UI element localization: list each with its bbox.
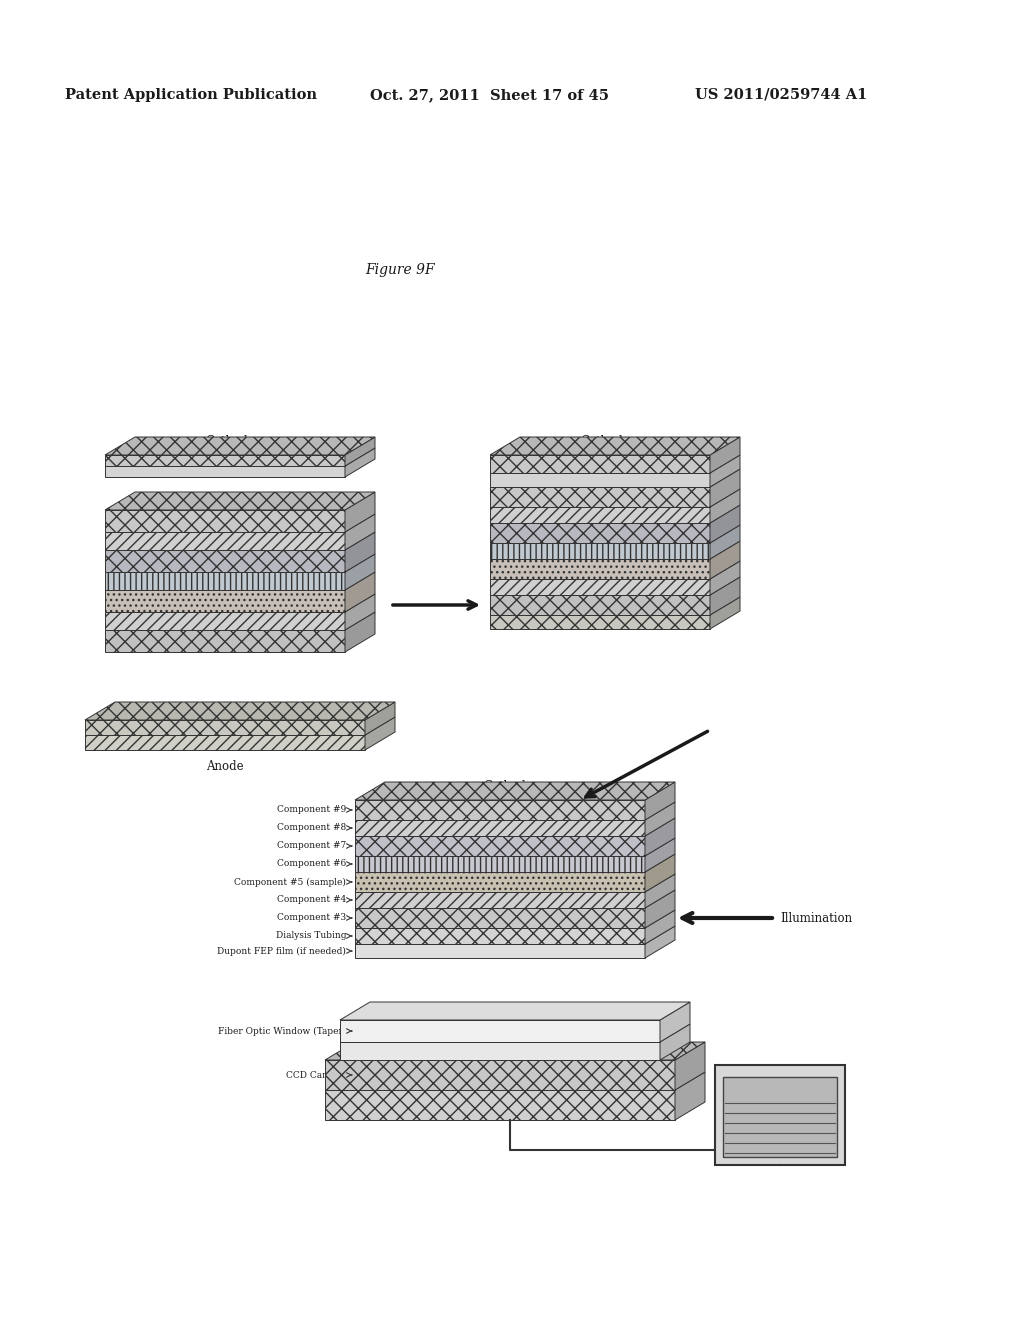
Bar [340, 1020, 660, 1041]
Bar [490, 473, 710, 487]
Polygon shape [660, 1024, 690, 1060]
Polygon shape [85, 702, 395, 719]
Text: Patent Application Publication: Patent Application Publication [65, 88, 317, 102]
Bar [490, 523, 710, 543]
Polygon shape [345, 594, 375, 630]
Polygon shape [345, 572, 375, 612]
Text: Component #7: Component #7 [276, 842, 346, 850]
Polygon shape [710, 541, 740, 579]
Text: Figure 9F: Figure 9F [366, 263, 435, 277]
Polygon shape [710, 469, 740, 507]
Bar [85, 735, 365, 750]
Bar [105, 455, 345, 466]
Text: Illumination: Illumination [780, 912, 852, 924]
Text: Anode: Anode [206, 760, 244, 774]
Polygon shape [710, 597, 740, 630]
Bar [105, 572, 345, 590]
Text: CCD Camera: CCD Camera [286, 1071, 346, 1080]
Polygon shape [105, 437, 375, 455]
Polygon shape [645, 838, 675, 873]
Polygon shape [710, 561, 740, 595]
Polygon shape [645, 854, 675, 892]
Bar [715, 1065, 845, 1166]
Polygon shape [345, 447, 375, 477]
Bar [490, 543, 710, 558]
Polygon shape [365, 717, 395, 750]
Polygon shape [105, 492, 375, 510]
Polygon shape [710, 525, 740, 558]
Polygon shape [710, 455, 740, 487]
Bar [105, 466, 345, 477]
Bar [85, 719, 365, 735]
Text: Component #4: Component #4 [276, 895, 346, 904]
Polygon shape [675, 1072, 705, 1119]
Bar [355, 855, 645, 873]
Bar [105, 612, 345, 630]
Bar [105, 510, 345, 532]
Bar [490, 595, 710, 615]
Text: Component #8: Component #8 [276, 824, 346, 833]
Polygon shape [710, 488, 740, 523]
Polygon shape [490, 437, 740, 455]
Polygon shape [660, 1002, 690, 1041]
Text: Dialysis Tubing: Dialysis Tubing [275, 932, 346, 940]
Bar [355, 820, 645, 836]
Bar [490, 487, 710, 507]
Text: Fiber Optic Window (Taper): Fiber Optic Window (Taper) [218, 1027, 346, 1036]
Polygon shape [645, 909, 675, 944]
Text: Cathode: Cathode [205, 436, 255, 447]
Polygon shape [345, 492, 375, 532]
Polygon shape [645, 927, 675, 958]
Text: Component #5 (sample): Component #5 (sample) [234, 878, 346, 887]
Polygon shape [325, 1041, 705, 1060]
Bar [490, 507, 710, 523]
Bar [105, 590, 345, 612]
Polygon shape [345, 513, 375, 550]
Text: Cathode: Cathode [483, 780, 532, 793]
Bar [355, 892, 645, 908]
Polygon shape [645, 818, 675, 855]
Bar [490, 558, 710, 579]
Bar [355, 800, 645, 820]
Polygon shape [345, 612, 375, 652]
Bar [355, 873, 645, 892]
Bar [105, 532, 345, 550]
Bar [105, 630, 345, 652]
Bar [355, 944, 645, 958]
Bar [105, 550, 345, 572]
Polygon shape [340, 1002, 690, 1020]
Text: Dupont FEP film (if needed): Dupont FEP film (if needed) [217, 946, 346, 956]
Bar [490, 579, 710, 595]
Text: US 2011/0259744 A1: US 2011/0259744 A1 [695, 88, 867, 102]
Text: Cathode: Cathode [581, 436, 630, 447]
Polygon shape [710, 506, 740, 543]
Text: Component #3: Component #3 [276, 913, 346, 923]
Bar [355, 836, 645, 855]
Polygon shape [645, 781, 675, 820]
Bar [490, 615, 710, 630]
Polygon shape [645, 890, 675, 928]
Polygon shape [710, 577, 740, 615]
Bar [490, 455, 710, 473]
Text: Component #6: Component #6 [276, 859, 346, 869]
Bar [355, 928, 645, 944]
Polygon shape [710, 437, 740, 473]
Polygon shape [345, 554, 375, 590]
Bar [325, 1090, 675, 1119]
Bar [723, 1077, 837, 1158]
Polygon shape [675, 1041, 705, 1090]
Polygon shape [645, 874, 675, 908]
Polygon shape [365, 702, 395, 735]
Polygon shape [345, 437, 375, 466]
Text: Oct. 27, 2011  Sheet 17 of 45: Oct. 27, 2011 Sheet 17 of 45 [370, 88, 609, 102]
Bar [325, 1060, 675, 1090]
Polygon shape [345, 532, 375, 572]
Bar [355, 908, 645, 928]
Bar [340, 1041, 660, 1060]
Polygon shape [355, 781, 675, 800]
Text: Component #9: Component #9 [276, 805, 346, 814]
Polygon shape [645, 803, 675, 836]
